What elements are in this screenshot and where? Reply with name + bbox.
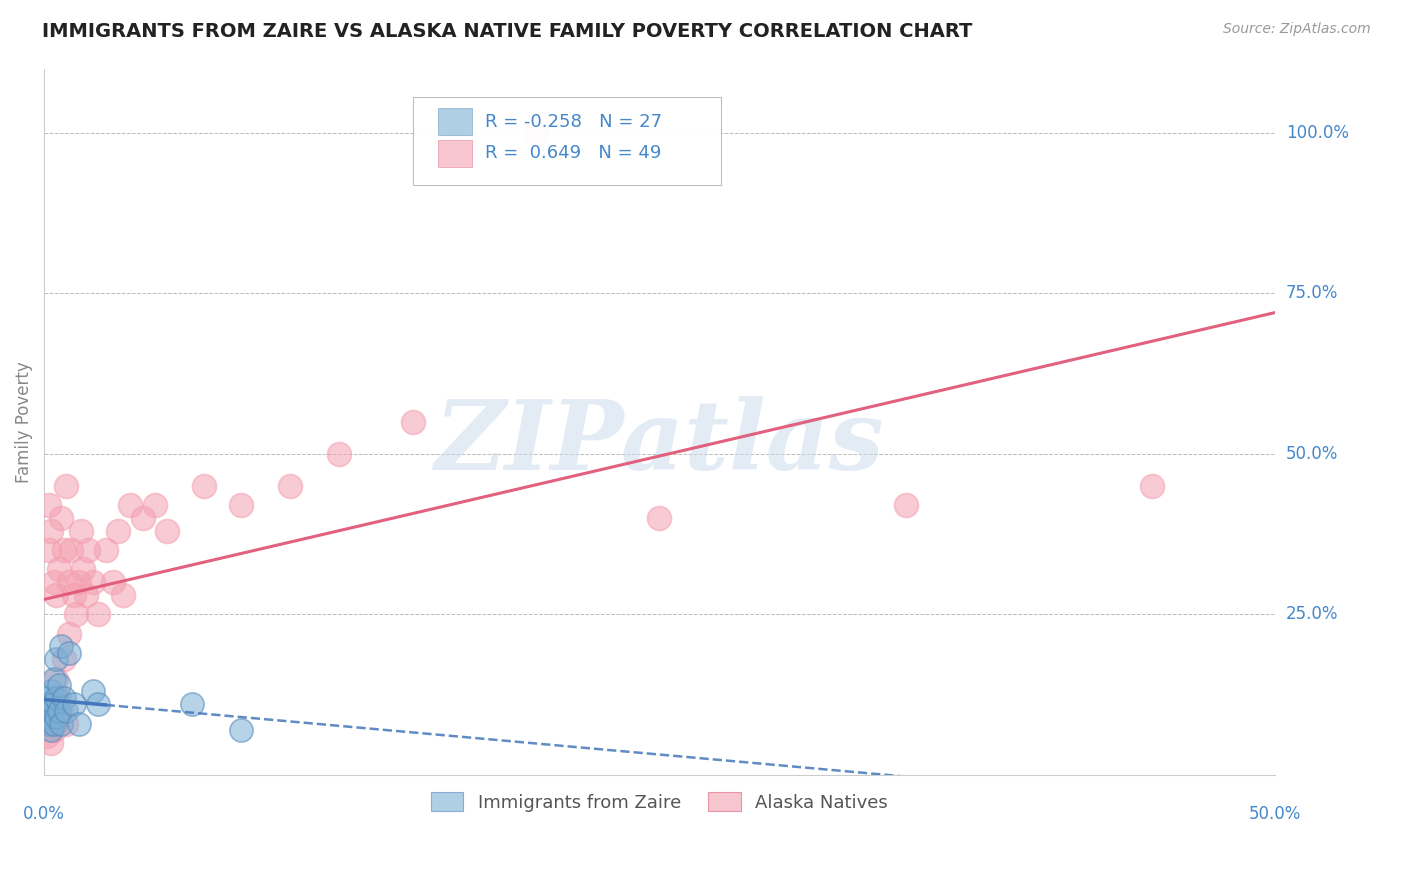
Point (35, 730, 58, 744)
Point (70, 524, 93, 538)
Point (131, 511, 153, 525)
Point (38, 543, 60, 558)
Point (48, 704, 70, 718)
Text: 75.0%: 75.0% (1286, 285, 1339, 302)
Point (52, 690, 75, 705)
Point (82, 684, 104, 698)
Point (41, 704, 63, 718)
Text: R = -0.258   N = 27: R = -0.258 N = 27 (485, 112, 662, 130)
Point (38, 710, 60, 724)
Point (51, 640, 73, 654)
Point (48, 690, 70, 705)
Point (38, 698, 60, 712)
Text: R =  0.649   N = 49: R = 0.649 N = 49 (485, 145, 661, 162)
Point (35, 716, 58, 731)
Text: IMMIGRANTS FROM ZAIRE VS ALASKA NATIVE FAMILY POVERTY CORRELATION CHART: IMMIGRANTS FROM ZAIRE VS ALASKA NATIVE F… (42, 22, 973, 41)
Point (42, 723, 65, 737)
Legend: Immigrants from Zaire, Alaska Natives: Immigrants from Zaire, Alaska Natives (423, 785, 896, 819)
Point (87, 698, 110, 712)
Text: 0.0%: 0.0% (22, 805, 65, 823)
Point (48, 678, 70, 692)
Point (229, 723, 252, 737)
Point (193, 479, 215, 493)
Point (62, 698, 84, 712)
Point (45, 672, 67, 686)
Point (180, 698, 202, 712)
FancyBboxPatch shape (437, 140, 472, 167)
Point (1140, 479, 1163, 493)
Point (65, 607, 87, 622)
Y-axis label: Family Poverty: Family Poverty (15, 361, 32, 483)
Point (35, 704, 58, 718)
Text: Source: ZipAtlas.com: Source: ZipAtlas.com (1223, 22, 1371, 37)
Point (51, 511, 73, 525)
Point (41, 684, 63, 698)
Text: ZIPatlas: ZIPatlas (434, 396, 884, 490)
Point (45, 690, 67, 705)
Point (42, 704, 65, 718)
Text: 50.0%: 50.0% (1249, 805, 1301, 823)
Point (58, 626, 80, 640)
Point (120, 498, 142, 512)
Point (55, 479, 77, 493)
Point (42, 575, 65, 590)
Point (524, 126, 547, 140)
Point (111, 588, 134, 602)
Point (58, 575, 80, 590)
Point (82, 575, 104, 590)
Point (48, 562, 70, 576)
Point (648, 511, 671, 525)
Point (67, 575, 90, 590)
Point (94, 543, 117, 558)
Point (35, 690, 58, 705)
Point (101, 575, 124, 590)
Point (402, 415, 425, 429)
Point (156, 524, 179, 538)
Point (77, 543, 100, 558)
Point (229, 498, 252, 512)
Point (87, 607, 110, 622)
Point (42, 672, 65, 686)
Point (51, 704, 73, 718)
Point (60, 543, 83, 558)
Text: 100.0%: 100.0% (1286, 124, 1348, 142)
Point (72, 562, 94, 576)
Point (62, 588, 84, 602)
Point (42, 698, 65, 712)
Point (67, 716, 90, 731)
Point (41, 524, 63, 538)
FancyBboxPatch shape (413, 96, 721, 185)
Point (52, 543, 75, 558)
Point (45, 588, 67, 602)
Point (75, 588, 97, 602)
Point (45, 652, 67, 666)
Point (41, 723, 63, 737)
Point (42, 716, 65, 731)
Point (278, 479, 301, 493)
Point (328, 447, 350, 461)
Point (52, 652, 75, 666)
Text: 50.0%: 50.0% (1286, 445, 1339, 463)
Point (45, 716, 67, 731)
Point (55, 716, 77, 731)
FancyBboxPatch shape (437, 108, 472, 135)
Point (143, 498, 166, 512)
Point (58, 646, 80, 660)
Point (45, 710, 67, 724)
Text: 25.0%: 25.0% (1286, 606, 1339, 624)
Point (894, 498, 917, 512)
Point (51, 716, 73, 731)
Point (38, 716, 60, 731)
Point (55, 704, 77, 718)
Point (107, 524, 129, 538)
Point (38, 498, 60, 512)
Point (41, 736, 63, 750)
